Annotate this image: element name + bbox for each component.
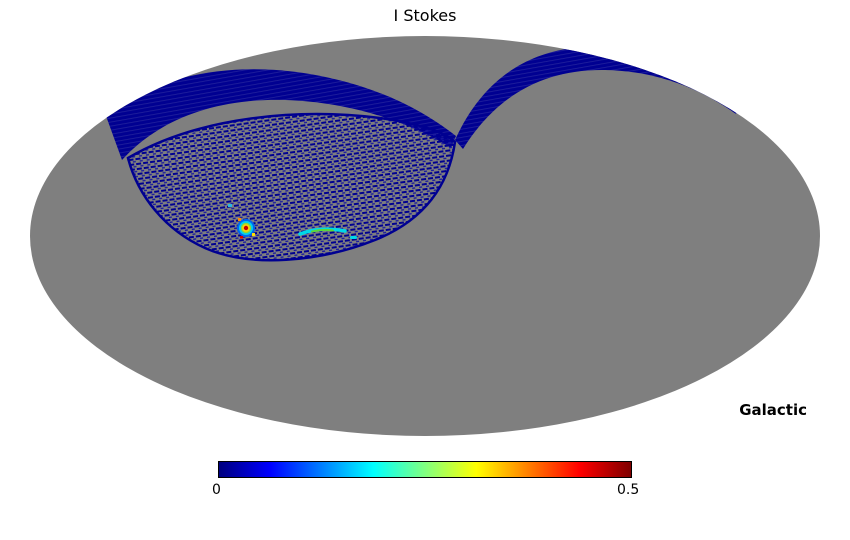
coordinate-system-label: Galactic — [739, 401, 807, 419]
colorbar — [218, 461, 632, 478]
bright-source-spot — [237, 218, 255, 239]
emission-streak — [228, 204, 357, 239]
scan-band-upper-left — [106, 69, 456, 160]
plot-title: I Stokes — [393, 6, 457, 25]
scan-band-lower-lens — [126, 112, 457, 262]
colorbar-max-label: 0.5 — [617, 482, 640, 498]
colorbar-min-label: 0 — [212, 482, 221, 498]
